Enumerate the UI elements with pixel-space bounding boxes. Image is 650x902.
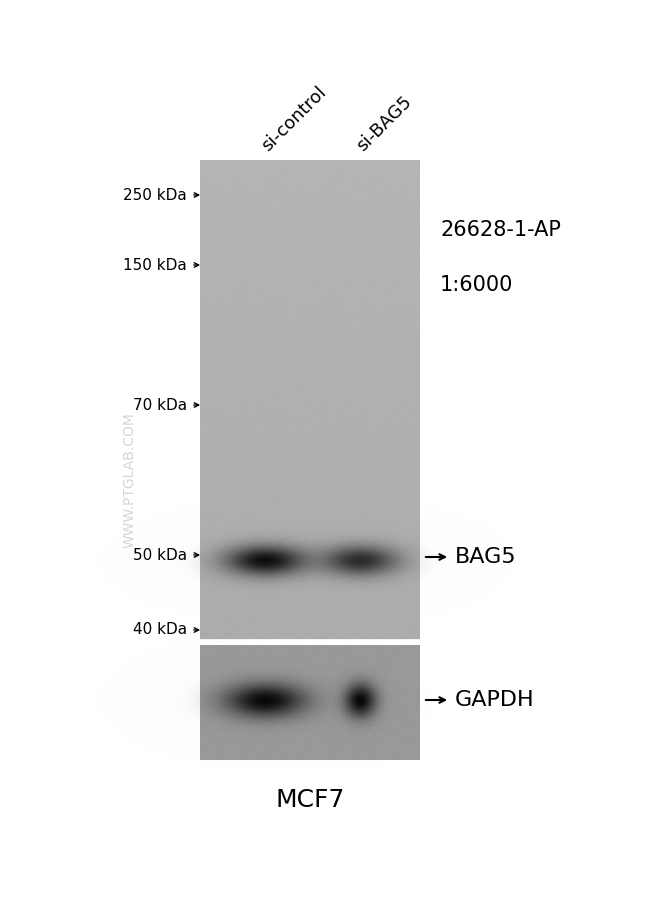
Text: 70 kDa: 70 kDa [133, 398, 187, 412]
Text: 40 kDa: 40 kDa [133, 622, 187, 638]
Text: 50 kDa: 50 kDa [133, 548, 187, 563]
Text: 1:6000: 1:6000 [440, 275, 514, 295]
Text: 250 kDa: 250 kDa [124, 188, 187, 203]
Text: MCF7: MCF7 [276, 788, 344, 812]
Text: 26628-1-AP: 26628-1-AP [440, 220, 561, 240]
Text: 150 kDa: 150 kDa [124, 257, 187, 272]
Text: BAG5: BAG5 [455, 547, 517, 567]
Text: si-control: si-control [258, 83, 330, 155]
Text: si-BAG5: si-BAG5 [353, 93, 415, 155]
Text: GAPDH: GAPDH [455, 690, 534, 710]
Text: WWW.PTGLAB.COM: WWW.PTGLAB.COM [123, 412, 137, 548]
